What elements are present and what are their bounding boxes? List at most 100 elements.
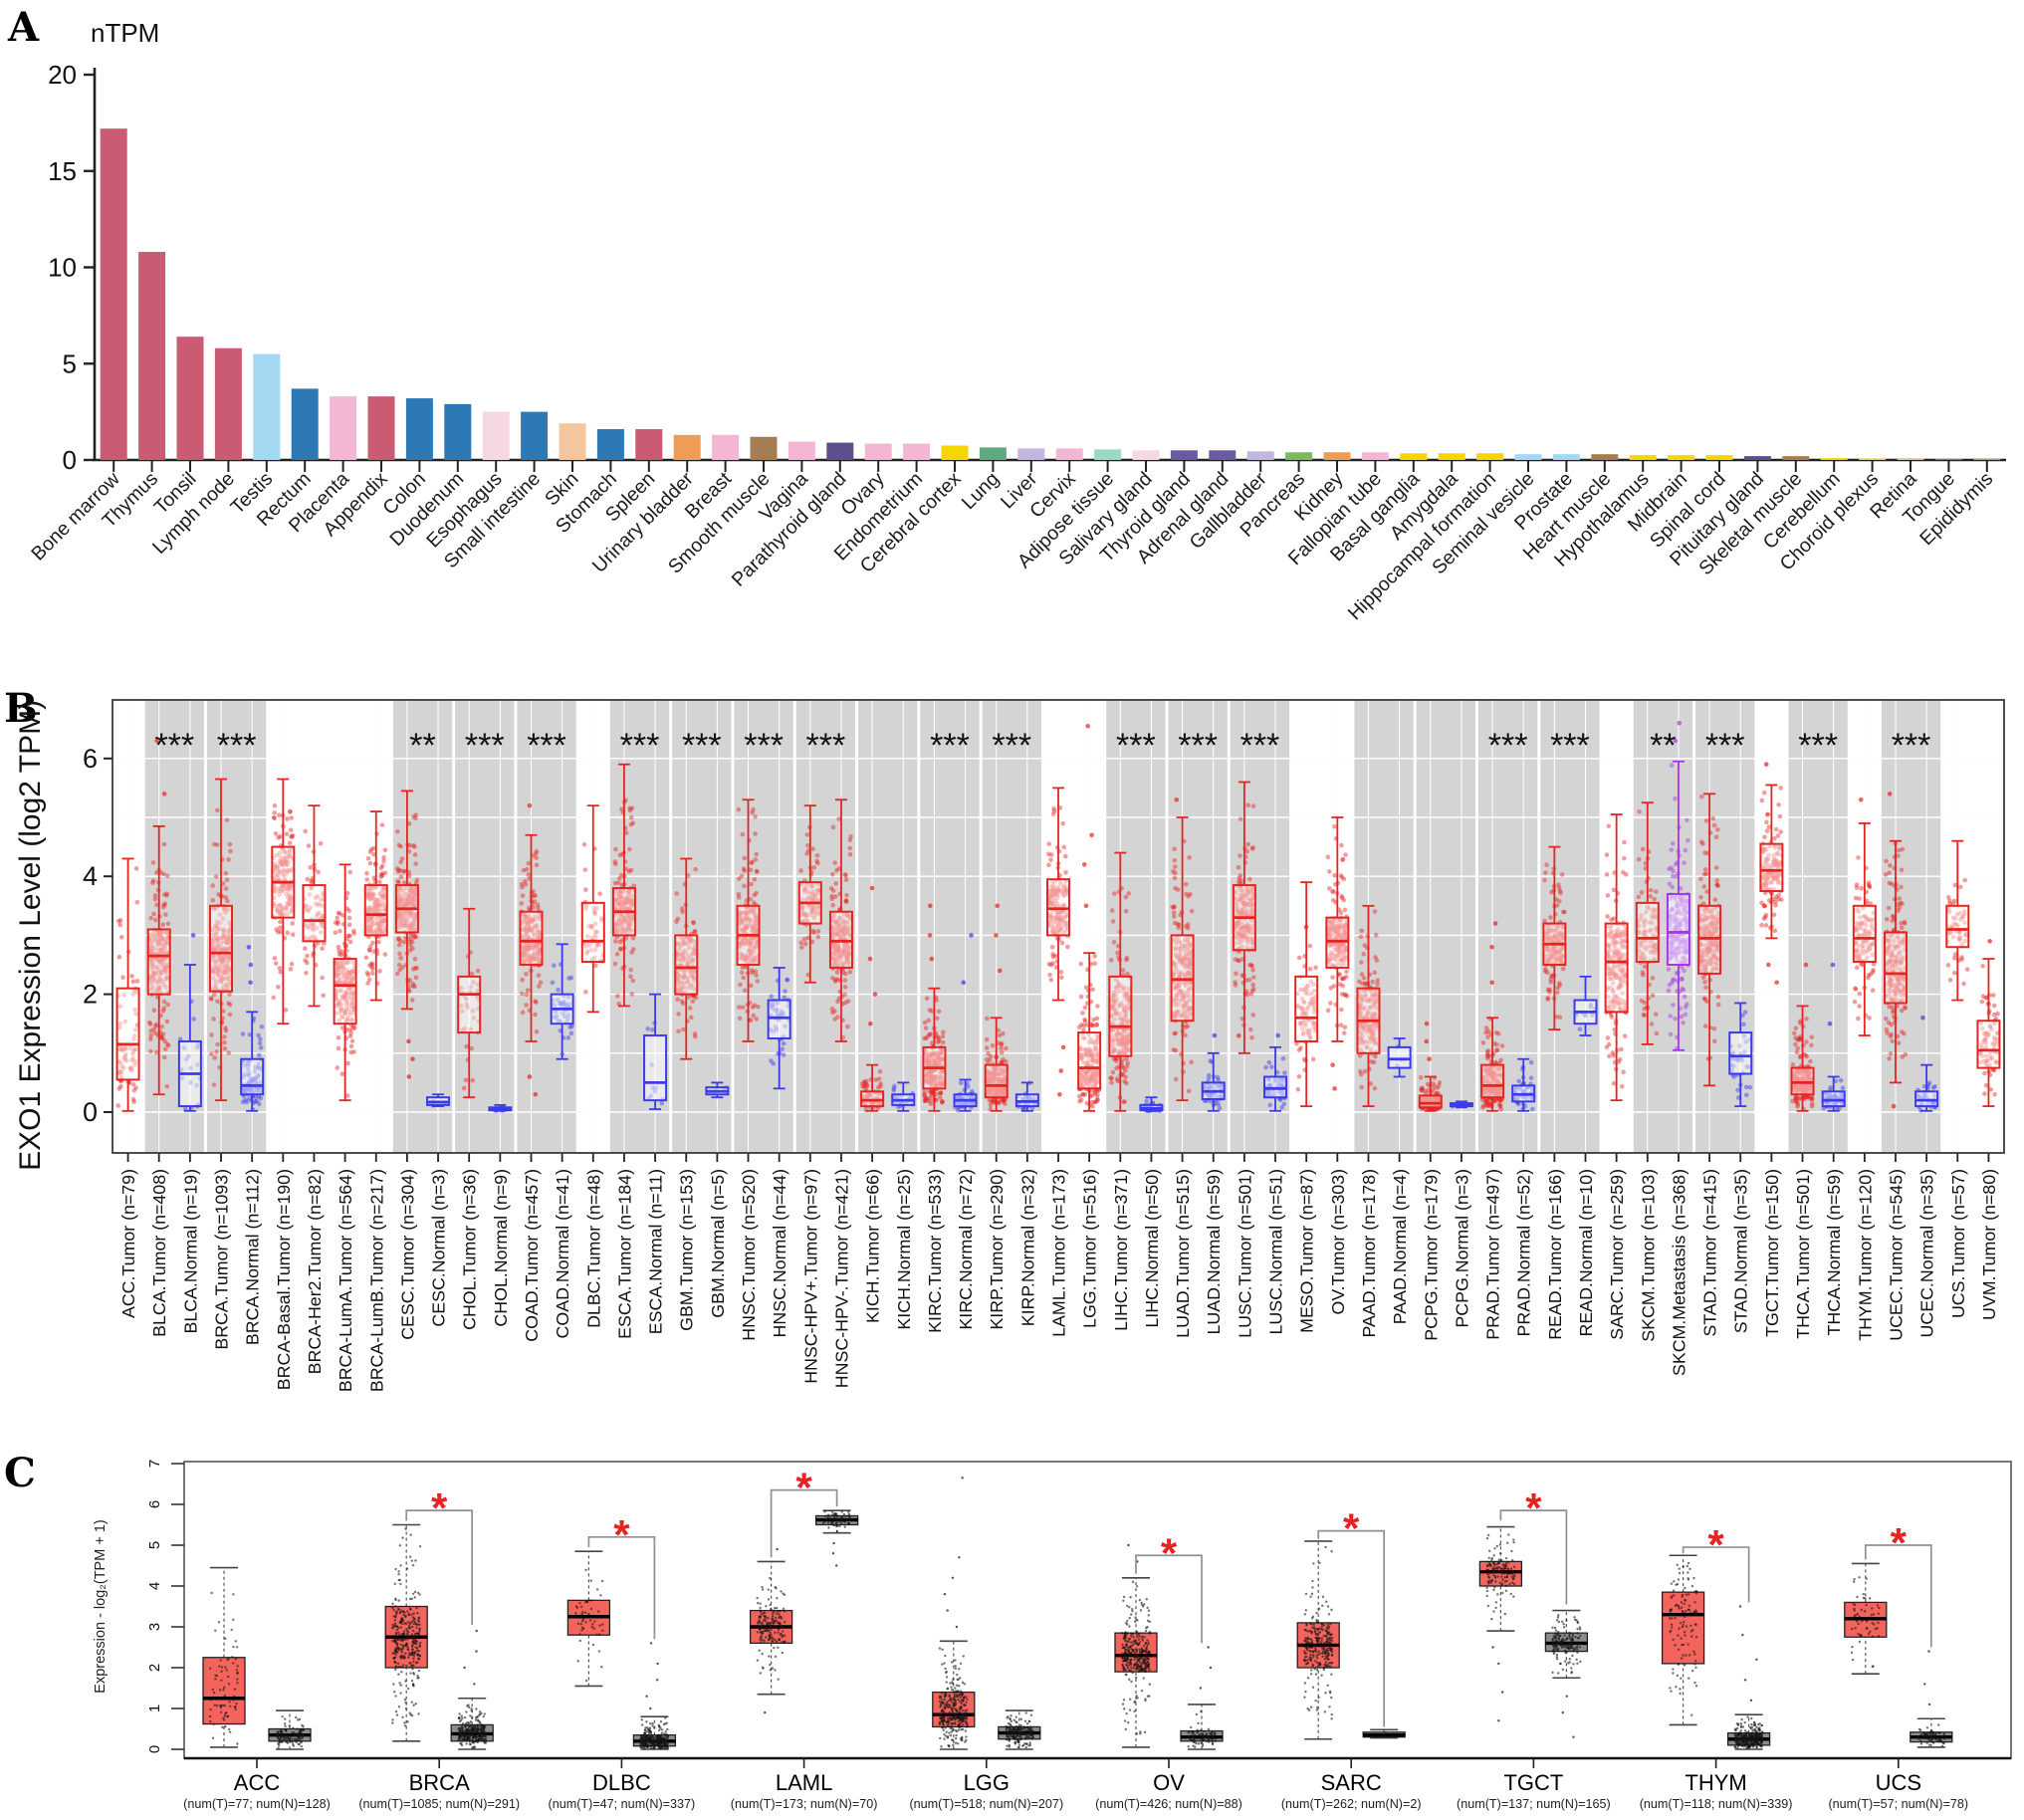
jitter-point — [338, 952, 344, 958]
jitter-point — [159, 1035, 165, 1041]
jitter-point — [289, 834, 295, 840]
bar-adrenal-gland — [1209, 450, 1237, 460]
jitter-point — [240, 1099, 246, 1105]
jitter-point — [1061, 844, 1067, 850]
bar-smooth-muscle — [750, 436, 778, 460]
box — [457, 975, 482, 1034]
jitter-point — [782, 995, 787, 1001]
jitter-point — [258, 1036, 263, 1042]
jitter-point — [740, 1005, 746, 1010]
jitter-point — [259, 1024, 265, 1029]
bar-seminal-vesicle — [1514, 454, 1542, 460]
jitter-point — [397, 967, 402, 973]
jitter-point — [520, 977, 525, 983]
jitter-point — [1123, 908, 1129, 914]
jitter-point — [1065, 944, 1070, 950]
jitter-point — [783, 989, 787, 994]
jitter-point — [1172, 920, 1178, 926]
jitter-point — [364, 970, 370, 976]
jitter-point — [749, 881, 754, 887]
significance-stars: *** — [1488, 727, 1528, 765]
jitter-point — [845, 999, 851, 1004]
jitter-point — [985, 1016, 990, 1022]
comparison-band — [1168, 700, 1228, 1153]
significance-stars: *** — [465, 727, 505, 765]
jitter-point — [1094, 1098, 1100, 1103]
significance-stars: *** — [1116, 727, 1156, 765]
comparison-band — [858, 700, 918, 1153]
jitter-point — [164, 893, 169, 898]
panel-a-letter: A — [8, 4, 40, 51]
cohort-brca.normal — [239, 944, 265, 1112]
jitter-point — [396, 880, 401, 885]
x-tick-label: HNSC.Normal (n=44) — [770, 1169, 789, 1337]
jitter-point — [223, 1027, 229, 1033]
jitter-point — [131, 1087, 137, 1093]
jitter-point — [771, 1061, 777, 1066]
cohort-blca.normal — [177, 933, 203, 1112]
jitter-point — [161, 841, 167, 847]
jitter-point — [163, 912, 168, 917]
jitter-point — [130, 1096, 136, 1102]
jitter-point — [649, 1026, 655, 1032]
significance-stars: *** — [620, 727, 660, 765]
bar-skeletal-muscle — [1782, 456, 1810, 460]
outlier-point — [527, 1074, 533, 1079]
jitter-point — [257, 1101, 262, 1107]
bar-kidney — [1323, 452, 1351, 460]
jitter-point — [1095, 1004, 1100, 1009]
jitter-point — [832, 860, 837, 865]
jitter-point — [211, 1017, 216, 1022]
significance-stars: *** — [744, 727, 784, 765]
jitter-point — [379, 863, 385, 868]
x-tick-label: LAML.Tumor (n=173) — [1049, 1169, 1069, 1337]
jitter-point — [210, 897, 216, 903]
jitter-point — [1063, 853, 1068, 859]
jitter-point — [339, 1071, 345, 1076]
jitter-point — [568, 975, 574, 981]
jitter-point — [689, 1015, 694, 1021]
jitter-point — [398, 874, 404, 879]
jitter-point — [151, 911, 156, 917]
jitter-point — [339, 949, 344, 955]
x-tick-label: CHOL.Normal (n=9) — [491, 1169, 511, 1327]
jitter-point — [1109, 908, 1115, 913]
jitter-point — [285, 816, 290, 821]
outlier-point — [1058, 1068, 1064, 1073]
jitter-point — [379, 822, 385, 827]
jitter-point — [223, 895, 229, 900]
jitter-point — [536, 973, 542, 978]
jitter-point — [832, 894, 838, 899]
jitter-point — [519, 901, 525, 906]
jitter-point — [228, 848, 233, 854]
jitter-point — [256, 1052, 262, 1058]
bar-fallopian-tube — [1361, 452, 1389, 460]
jitter-point — [177, 1036, 183, 1041]
jitter-point — [214, 1049, 219, 1054]
jitter-point — [339, 1025, 345, 1030]
jitter-point — [1058, 970, 1064, 975]
jitter-point — [1111, 940, 1117, 945]
jitter-point — [212, 1055, 218, 1060]
jitter-point — [780, 1046, 785, 1052]
bar-thyroid-gland — [1170, 450, 1198, 460]
box — [1108, 975, 1133, 1057]
outlier-point — [927, 903, 933, 909]
x-tick-label: BRCA-Her2.Tumor (n=82) — [305, 1169, 325, 1374]
jitter-point — [258, 1045, 264, 1050]
jitter-point — [940, 1099, 945, 1104]
jitter-point — [305, 953, 310, 959]
jitter-point — [276, 930, 281, 935]
comparison-band — [1106, 700, 1166, 1153]
jitter-point — [290, 921, 296, 926]
jitter-point — [1046, 962, 1052, 967]
jitter-point — [1053, 953, 1058, 959]
jitter-point — [676, 1012, 681, 1017]
jitter-point — [278, 925, 283, 930]
significance-stars: *** — [1178, 727, 1218, 765]
bar-rectum — [291, 388, 319, 460]
jitter-point — [368, 944, 373, 949]
bar-vagina — [787, 441, 815, 460]
jitter-point — [842, 985, 848, 990]
jitter-point — [216, 891, 221, 897]
